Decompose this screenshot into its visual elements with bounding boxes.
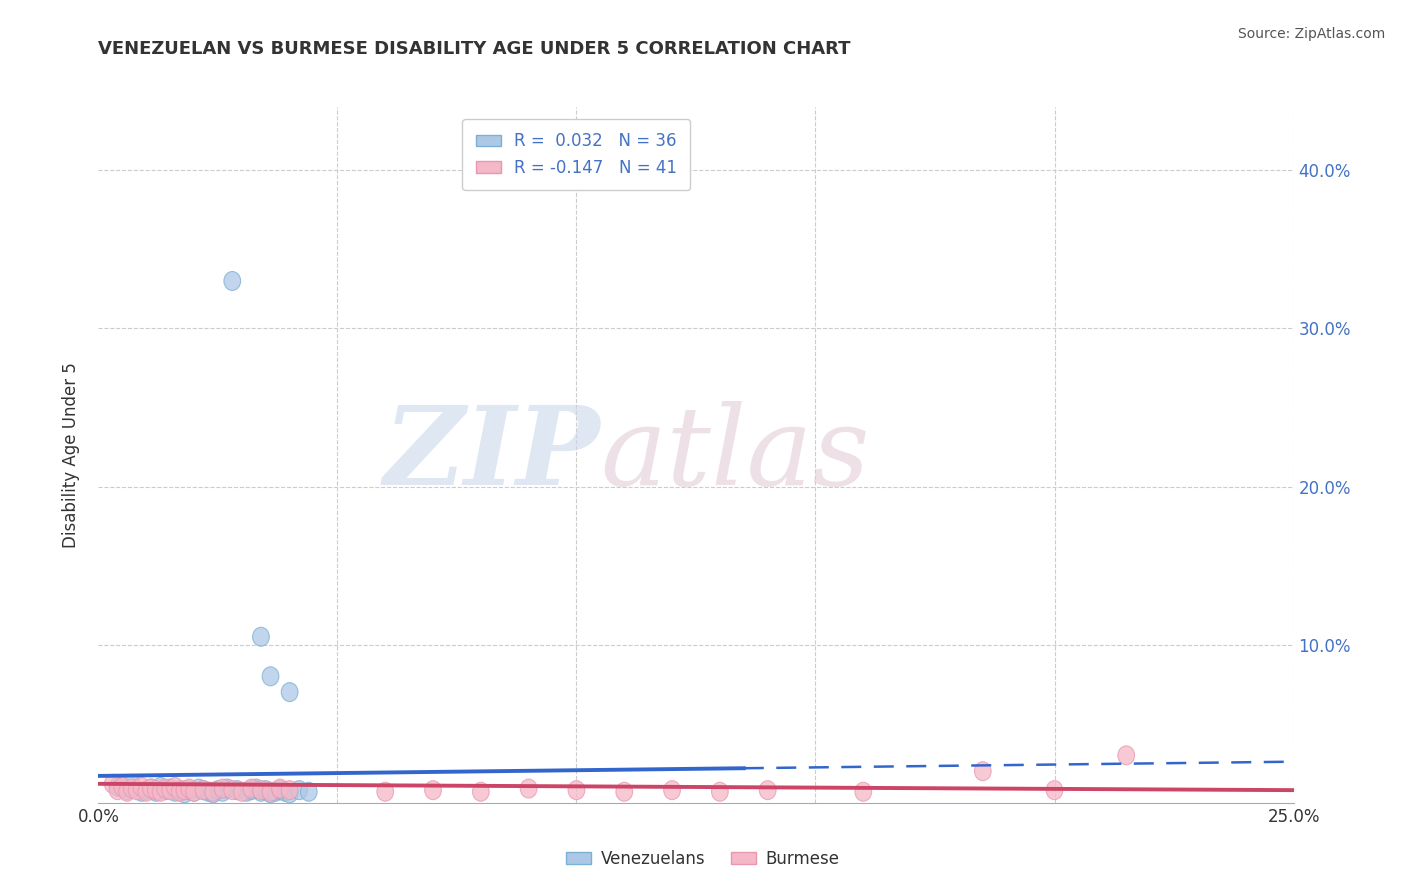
Ellipse shape — [472, 782, 489, 801]
Legend: R =  0.032   N = 36, R = -0.147   N = 41: R = 0.032 N = 36, R = -0.147 N = 41 — [463, 119, 690, 190]
Ellipse shape — [262, 784, 278, 803]
Ellipse shape — [205, 784, 222, 803]
Ellipse shape — [855, 782, 872, 801]
Ellipse shape — [209, 780, 226, 799]
Ellipse shape — [262, 782, 278, 801]
Ellipse shape — [118, 780, 135, 799]
Ellipse shape — [124, 779, 141, 798]
Ellipse shape — [238, 782, 254, 801]
Ellipse shape — [138, 782, 155, 801]
Ellipse shape — [138, 780, 155, 799]
Ellipse shape — [281, 784, 298, 803]
Ellipse shape — [253, 782, 270, 801]
Ellipse shape — [243, 780, 260, 799]
Ellipse shape — [243, 779, 260, 798]
Ellipse shape — [224, 780, 240, 799]
Ellipse shape — [277, 782, 294, 801]
Ellipse shape — [1118, 746, 1135, 764]
Text: Source: ZipAtlas.com: Source: ZipAtlas.com — [1237, 27, 1385, 41]
Ellipse shape — [134, 782, 150, 801]
Ellipse shape — [118, 782, 135, 801]
Ellipse shape — [271, 780, 288, 799]
Ellipse shape — [186, 782, 202, 801]
Ellipse shape — [157, 779, 174, 798]
Ellipse shape — [166, 778, 183, 797]
Ellipse shape — [267, 782, 284, 801]
Ellipse shape — [152, 782, 169, 801]
Text: VENEZUELAN VS BURMESE DISABILITY AGE UNDER 5 CORRELATION CHART: VENEZUELAN VS BURMESE DISABILITY AGE UND… — [98, 40, 851, 58]
Ellipse shape — [148, 780, 165, 799]
Text: atlas: atlas — [600, 401, 870, 508]
Ellipse shape — [110, 778, 127, 797]
Ellipse shape — [166, 782, 183, 801]
Ellipse shape — [142, 779, 159, 798]
Ellipse shape — [759, 780, 776, 799]
Ellipse shape — [425, 780, 441, 799]
Ellipse shape — [974, 762, 991, 780]
Ellipse shape — [162, 779, 179, 798]
Ellipse shape — [195, 780, 212, 799]
Ellipse shape — [205, 782, 222, 801]
Ellipse shape — [247, 779, 264, 798]
Y-axis label: Disability Age Under 5: Disability Age Under 5 — [62, 362, 80, 548]
Ellipse shape — [377, 782, 394, 801]
Ellipse shape — [262, 667, 278, 686]
Ellipse shape — [229, 780, 246, 799]
Ellipse shape — [219, 779, 236, 798]
Ellipse shape — [134, 778, 150, 797]
Ellipse shape — [181, 779, 198, 798]
Ellipse shape — [157, 780, 174, 799]
Ellipse shape — [172, 780, 188, 799]
Ellipse shape — [181, 780, 198, 799]
Ellipse shape — [152, 778, 169, 797]
Legend: Venezuelans, Burmese: Venezuelans, Burmese — [560, 844, 846, 875]
Ellipse shape — [711, 782, 728, 801]
Ellipse shape — [190, 779, 207, 798]
Ellipse shape — [176, 784, 193, 803]
Ellipse shape — [271, 779, 288, 798]
Ellipse shape — [114, 778, 131, 797]
Ellipse shape — [214, 782, 231, 801]
Ellipse shape — [214, 779, 231, 798]
Ellipse shape — [224, 271, 240, 291]
Ellipse shape — [233, 782, 250, 801]
Ellipse shape — [281, 780, 298, 799]
Ellipse shape — [110, 780, 127, 799]
Ellipse shape — [176, 780, 193, 799]
Ellipse shape — [253, 627, 270, 646]
Ellipse shape — [301, 782, 318, 801]
Ellipse shape — [104, 774, 121, 793]
Ellipse shape — [162, 780, 179, 799]
Ellipse shape — [253, 780, 270, 799]
Ellipse shape — [124, 774, 141, 793]
Ellipse shape — [616, 782, 633, 801]
Ellipse shape — [148, 782, 165, 801]
Ellipse shape — [664, 780, 681, 799]
Ellipse shape — [200, 782, 217, 801]
Ellipse shape — [291, 780, 308, 799]
Ellipse shape — [186, 782, 202, 801]
Ellipse shape — [172, 782, 188, 801]
Ellipse shape — [128, 780, 145, 799]
Ellipse shape — [142, 779, 159, 798]
Ellipse shape — [568, 780, 585, 799]
Ellipse shape — [195, 780, 212, 799]
Ellipse shape — [281, 682, 298, 702]
Ellipse shape — [520, 779, 537, 798]
Text: ZIP: ZIP — [384, 401, 600, 508]
Ellipse shape — [1046, 780, 1063, 799]
Ellipse shape — [257, 780, 274, 799]
